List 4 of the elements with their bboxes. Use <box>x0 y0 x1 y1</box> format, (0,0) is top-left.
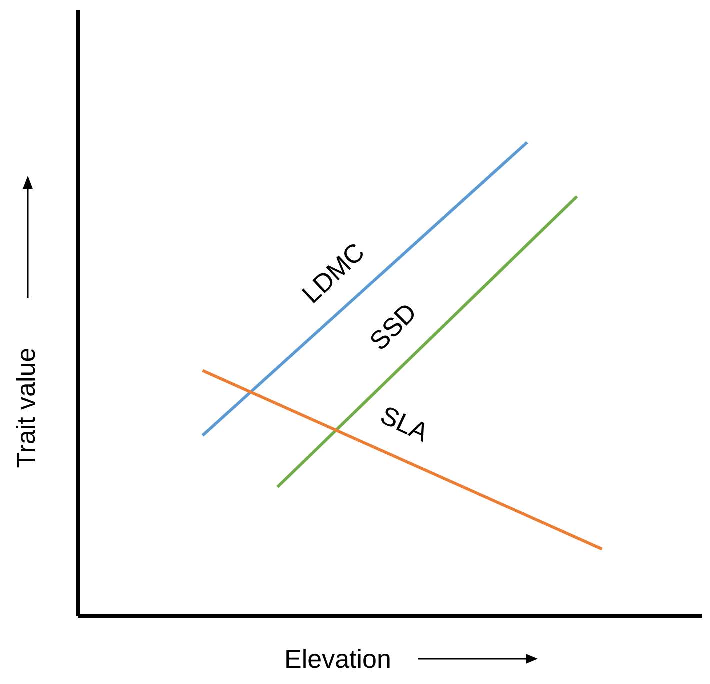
x-axis-title: Elevation <box>284 644 392 674</box>
text: SLA <box>376 400 434 448</box>
text: SSD <box>364 297 423 356</box>
y-axis-title: Trait value <box>11 348 41 468</box>
